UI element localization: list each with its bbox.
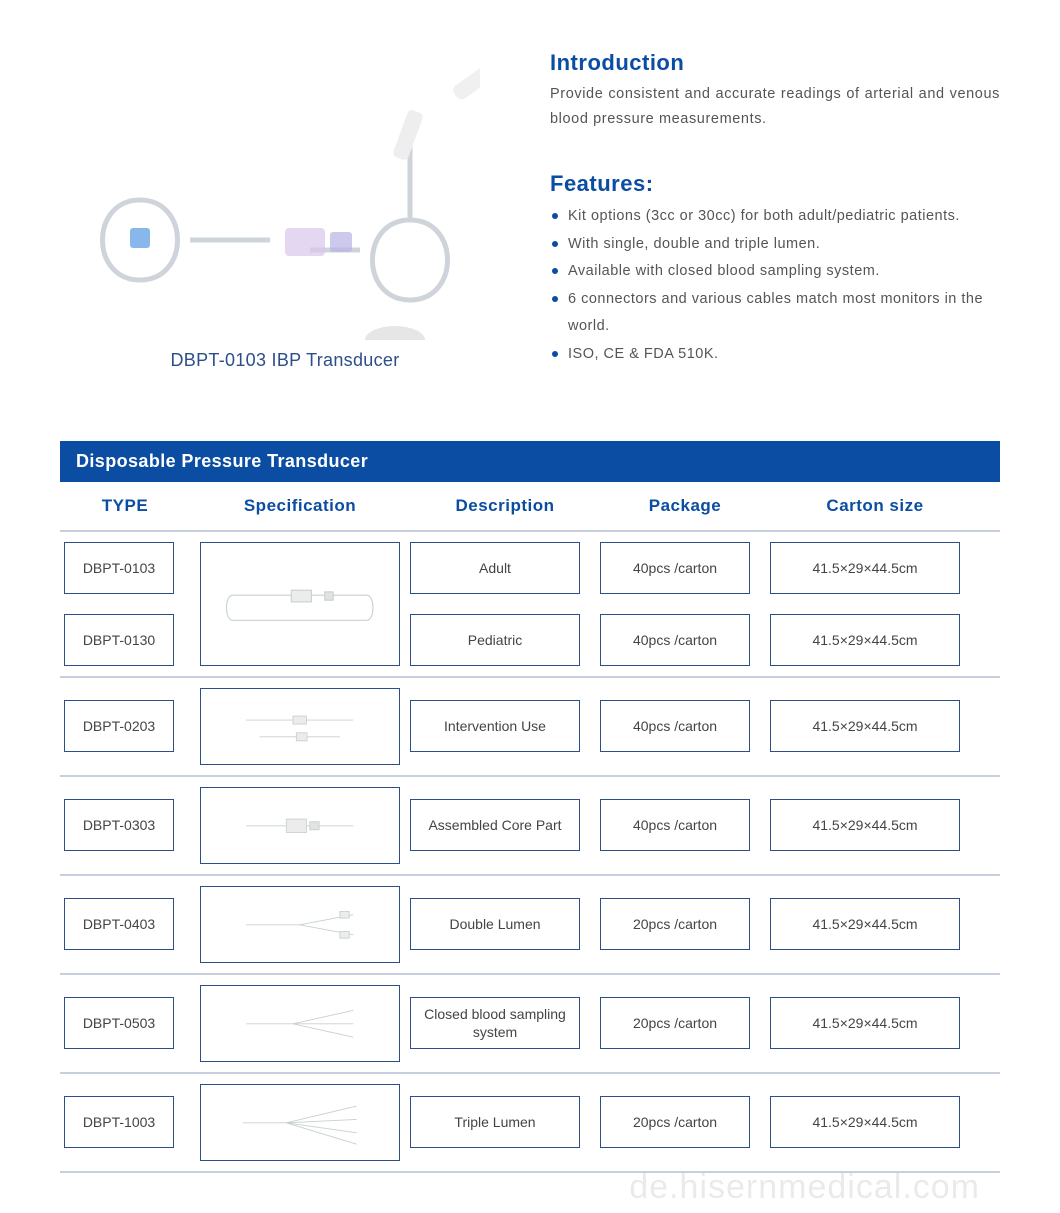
- table-title: Disposable Pressure Transducer: [60, 441, 1000, 482]
- table-row: DBPT-1003 Triple Lumen 20pcs /carton 41.5×2…: [60, 1074, 1000, 1173]
- type-cell: DBPT-0303: [64, 799, 174, 851]
- type-cell: DBPT-0403: [64, 898, 174, 950]
- table-row: DBPT-0403 Double Lumen 20pcs /carton 41.5×2…: [60, 876, 1000, 975]
- product-column: DBPT-0103 IBP Transducer: [60, 40, 510, 371]
- carton-cell: 41.5×29×44.5cm: [770, 614, 960, 666]
- specification-cell: [200, 542, 400, 666]
- specification-cell: [200, 1084, 400, 1161]
- spec-table: Disposable Pressure Transducer TYPE Spec…: [60, 441, 1000, 1173]
- specification-cell: [200, 985, 400, 1062]
- table-row: DBPT-0303 Assembled Core Part 40pcs /carto…: [60, 777, 1000, 876]
- top-section: DBPT-0103 IBP Transducer Introduction Pr…: [60, 40, 1000, 371]
- type-cell: DBPT-0203: [64, 700, 174, 752]
- description-cell: Adult: [410, 542, 580, 594]
- description-cell: Pediatric: [410, 614, 580, 666]
- package-cell: 20pcs /carton: [600, 898, 750, 950]
- table-row: DBPT-0103 DBPT-0130 Adult Pediatric 40pcs /c…: [60, 532, 1000, 678]
- carton-cell: 41.5×29×44.5cm: [770, 799, 960, 851]
- package-cell: 40pcs /carton: [600, 799, 750, 851]
- type-cell: DBPT-0103: [64, 542, 174, 594]
- specification-cell: [200, 787, 400, 864]
- features-heading: Features:: [550, 171, 1000, 197]
- product-image: [60, 40, 480, 340]
- table-row: DBPT-0203 Intervention Use 40pcs /carton 41…: [60, 678, 1000, 777]
- introduction-text: Provide consistent and accurate readings…: [550, 82, 1000, 131]
- type-cell: DBPT-0503: [64, 997, 174, 1049]
- package-cell: 40pcs /carton: [600, 614, 750, 666]
- col-header-type: TYPE: [60, 496, 190, 516]
- package-cell: 40pcs /carton: [600, 700, 750, 752]
- carton-cell: 41.5×29×44.5cm: [770, 542, 960, 594]
- features-list: Kit options (3cc or 30cc) for both adult…: [550, 203, 1000, 368]
- col-header-desc: Description: [410, 496, 600, 516]
- carton-cell: 41.5×29×44.5cm: [770, 700, 960, 752]
- specification-cell: [200, 688, 400, 765]
- type-cell: DBPT-1003: [64, 1096, 174, 1148]
- carton-cell: 41.5×29×44.5cm: [770, 997, 960, 1049]
- feature-item: Available with closed blood sampling sys…: [550, 258, 1000, 286]
- col-header-carton: Carton size: [770, 496, 980, 516]
- type-cell: DBPT-0130: [64, 614, 174, 666]
- description-cell: Assembled Core Part: [410, 799, 580, 851]
- product-caption: DBPT-0103 IBP Transducer: [60, 350, 510, 371]
- specification-cell: [200, 886, 400, 963]
- table-header-row: TYPE Specification Description Package C…: [60, 482, 1000, 532]
- description-cell: Triple Lumen: [410, 1096, 580, 1148]
- info-column: Introduction Provide consistent and accu…: [550, 40, 1000, 371]
- description-cell: Intervention Use: [410, 700, 580, 752]
- feature-item: 6 connectors and various cables match mo…: [550, 286, 1000, 341]
- carton-cell: 41.5×29×44.5cm: [770, 1096, 960, 1148]
- table-row: DBPT-0503 Closed blood sampling system 20p…: [60, 975, 1000, 1074]
- col-header-pkg: Package: [600, 496, 770, 516]
- description-cell: Double Lumen: [410, 898, 580, 950]
- feature-item: Kit options (3cc or 30cc) for both adult…: [550, 203, 1000, 231]
- package-cell: 40pcs /carton: [600, 542, 750, 594]
- description-cell: Closed blood sampling system: [410, 997, 580, 1049]
- feature-item: ISO, CE & FDA 510K.: [550, 341, 1000, 369]
- col-header-spec: Specification: [190, 496, 410, 516]
- package-cell: 20pcs /carton: [600, 1096, 750, 1148]
- carton-cell: 41.5×29×44.5cm: [770, 898, 960, 950]
- introduction-heading: Introduction: [550, 50, 1000, 76]
- package-cell: 20pcs /carton: [600, 997, 750, 1049]
- feature-item: With single, double and triple lumen.: [550, 231, 1000, 259]
